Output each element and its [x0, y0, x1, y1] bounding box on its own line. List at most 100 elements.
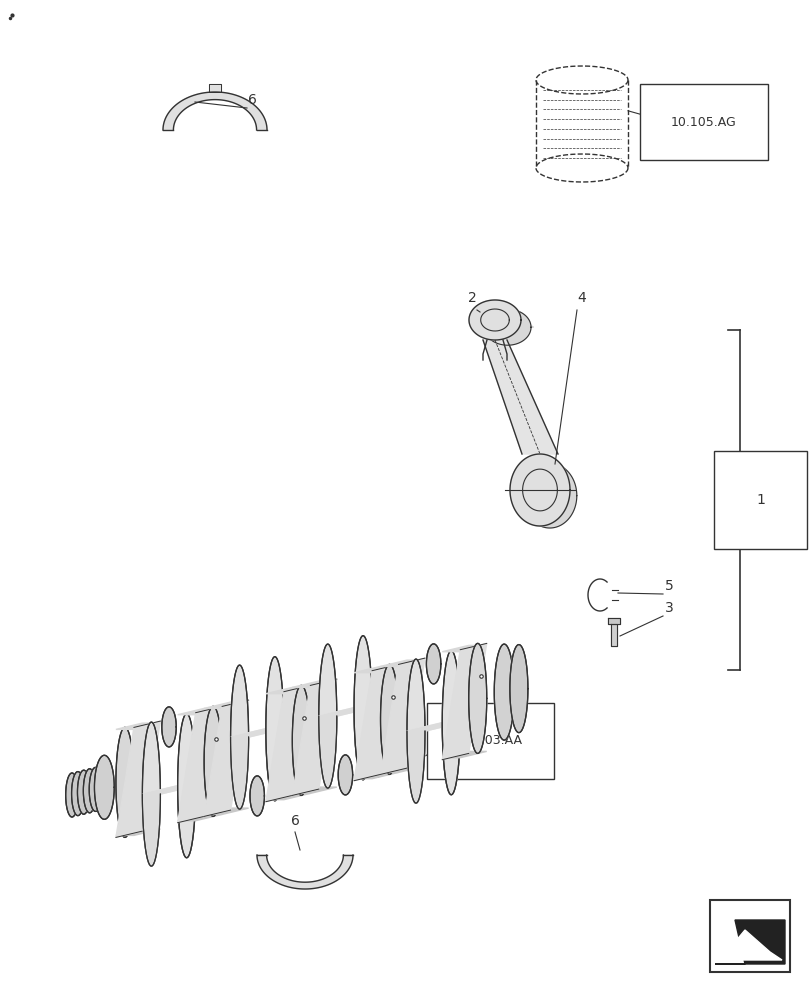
Polygon shape	[116, 723, 161, 729]
Polygon shape	[116, 829, 161, 835]
Polygon shape	[483, 340, 557, 454]
Polygon shape	[442, 751, 486, 758]
Polygon shape	[292, 685, 310, 795]
Polygon shape	[89, 767, 101, 811]
Polygon shape	[292, 787, 337, 793]
Polygon shape	[161, 707, 176, 747]
Text: 2: 2	[467, 291, 476, 305]
Polygon shape	[483, 309, 530, 345]
Polygon shape	[522, 463, 576, 528]
Polygon shape	[230, 729, 284, 809]
Polygon shape	[468, 643, 486, 753]
Polygon shape	[66, 773, 78, 817]
Polygon shape	[338, 755, 352, 795]
Polygon shape	[230, 665, 248, 809]
Polygon shape	[84, 769, 96, 813]
Polygon shape	[442, 643, 486, 760]
Text: 6: 6	[247, 93, 256, 107]
Polygon shape	[204, 702, 248, 708]
Polygon shape	[319, 644, 337, 788]
Polygon shape	[292, 681, 337, 687]
Polygon shape	[426, 644, 440, 684]
Polygon shape	[292, 679, 337, 795]
Polygon shape	[142, 786, 195, 866]
Polygon shape	[116, 721, 161, 837]
Polygon shape	[380, 664, 398, 774]
Polygon shape	[714, 920, 784, 964]
Polygon shape	[354, 636, 371, 780]
Polygon shape	[265, 793, 310, 800]
Polygon shape	[319, 708, 371, 788]
Polygon shape	[178, 714, 195, 858]
Polygon shape	[469, 320, 533, 327]
Polygon shape	[77, 770, 90, 814]
Polygon shape	[116, 727, 134, 837]
Polygon shape	[406, 723, 460, 803]
Polygon shape	[354, 664, 398, 781]
Polygon shape	[230, 665, 248, 809]
Polygon shape	[319, 708, 371, 788]
Polygon shape	[442, 645, 486, 652]
Polygon shape	[77, 770, 90, 814]
Text: 4: 4	[577, 291, 586, 305]
Polygon shape	[468, 643, 486, 753]
Polygon shape	[178, 708, 222, 715]
Polygon shape	[380, 664, 398, 774]
Polygon shape	[71, 772, 84, 816]
Polygon shape	[380, 660, 424, 666]
Polygon shape	[494, 644, 513, 740]
Polygon shape	[265, 687, 310, 694]
Polygon shape	[265, 657, 284, 801]
Polygon shape	[161, 707, 176, 747]
Polygon shape	[208, 84, 221, 92]
Polygon shape	[494, 644, 513, 740]
Text: 10.105.AG: 10.105.AG	[670, 116, 736, 129]
Polygon shape	[338, 755, 352, 795]
Polygon shape	[204, 706, 222, 816]
Polygon shape	[204, 706, 222, 816]
Polygon shape	[142, 722, 161, 866]
Polygon shape	[178, 714, 195, 858]
Polygon shape	[89, 767, 101, 811]
Polygon shape	[142, 786, 195, 866]
Polygon shape	[406, 723, 460, 803]
Polygon shape	[610, 624, 616, 646]
Polygon shape	[380, 658, 424, 774]
Polygon shape	[204, 700, 248, 816]
Polygon shape	[94, 755, 114, 819]
Polygon shape	[230, 729, 284, 809]
Polygon shape	[426, 644, 440, 684]
Polygon shape	[442, 651, 460, 795]
Polygon shape	[265, 685, 310, 802]
Polygon shape	[66, 773, 78, 817]
Bar	[709, 900, 789, 972]
Polygon shape	[354, 772, 398, 779]
Polygon shape	[94, 755, 114, 819]
Polygon shape	[406, 659, 424, 803]
Polygon shape	[469, 300, 521, 340]
Polygon shape	[442, 651, 460, 795]
Polygon shape	[250, 776, 264, 816]
Polygon shape	[509, 454, 569, 526]
Text: 1: 1	[755, 493, 764, 507]
Polygon shape	[142, 722, 161, 866]
Polygon shape	[292, 685, 310, 795]
Text: 5: 5	[664, 579, 673, 593]
Polygon shape	[204, 808, 248, 814]
Text: 6: 6	[290, 814, 299, 828]
Polygon shape	[178, 814, 222, 821]
Text: 3: 3	[664, 601, 673, 615]
Polygon shape	[319, 644, 337, 788]
Polygon shape	[265, 657, 284, 801]
Polygon shape	[607, 618, 620, 624]
Polygon shape	[163, 92, 267, 130]
Polygon shape	[719, 930, 781, 960]
Text: 10.103.AA: 10.103.AA	[457, 734, 522, 748]
Polygon shape	[178, 706, 222, 823]
Polygon shape	[354, 666, 398, 673]
Polygon shape	[84, 769, 96, 813]
Polygon shape	[509, 645, 527, 733]
Polygon shape	[406, 659, 424, 803]
Polygon shape	[116, 727, 134, 837]
Polygon shape	[250, 776, 264, 816]
